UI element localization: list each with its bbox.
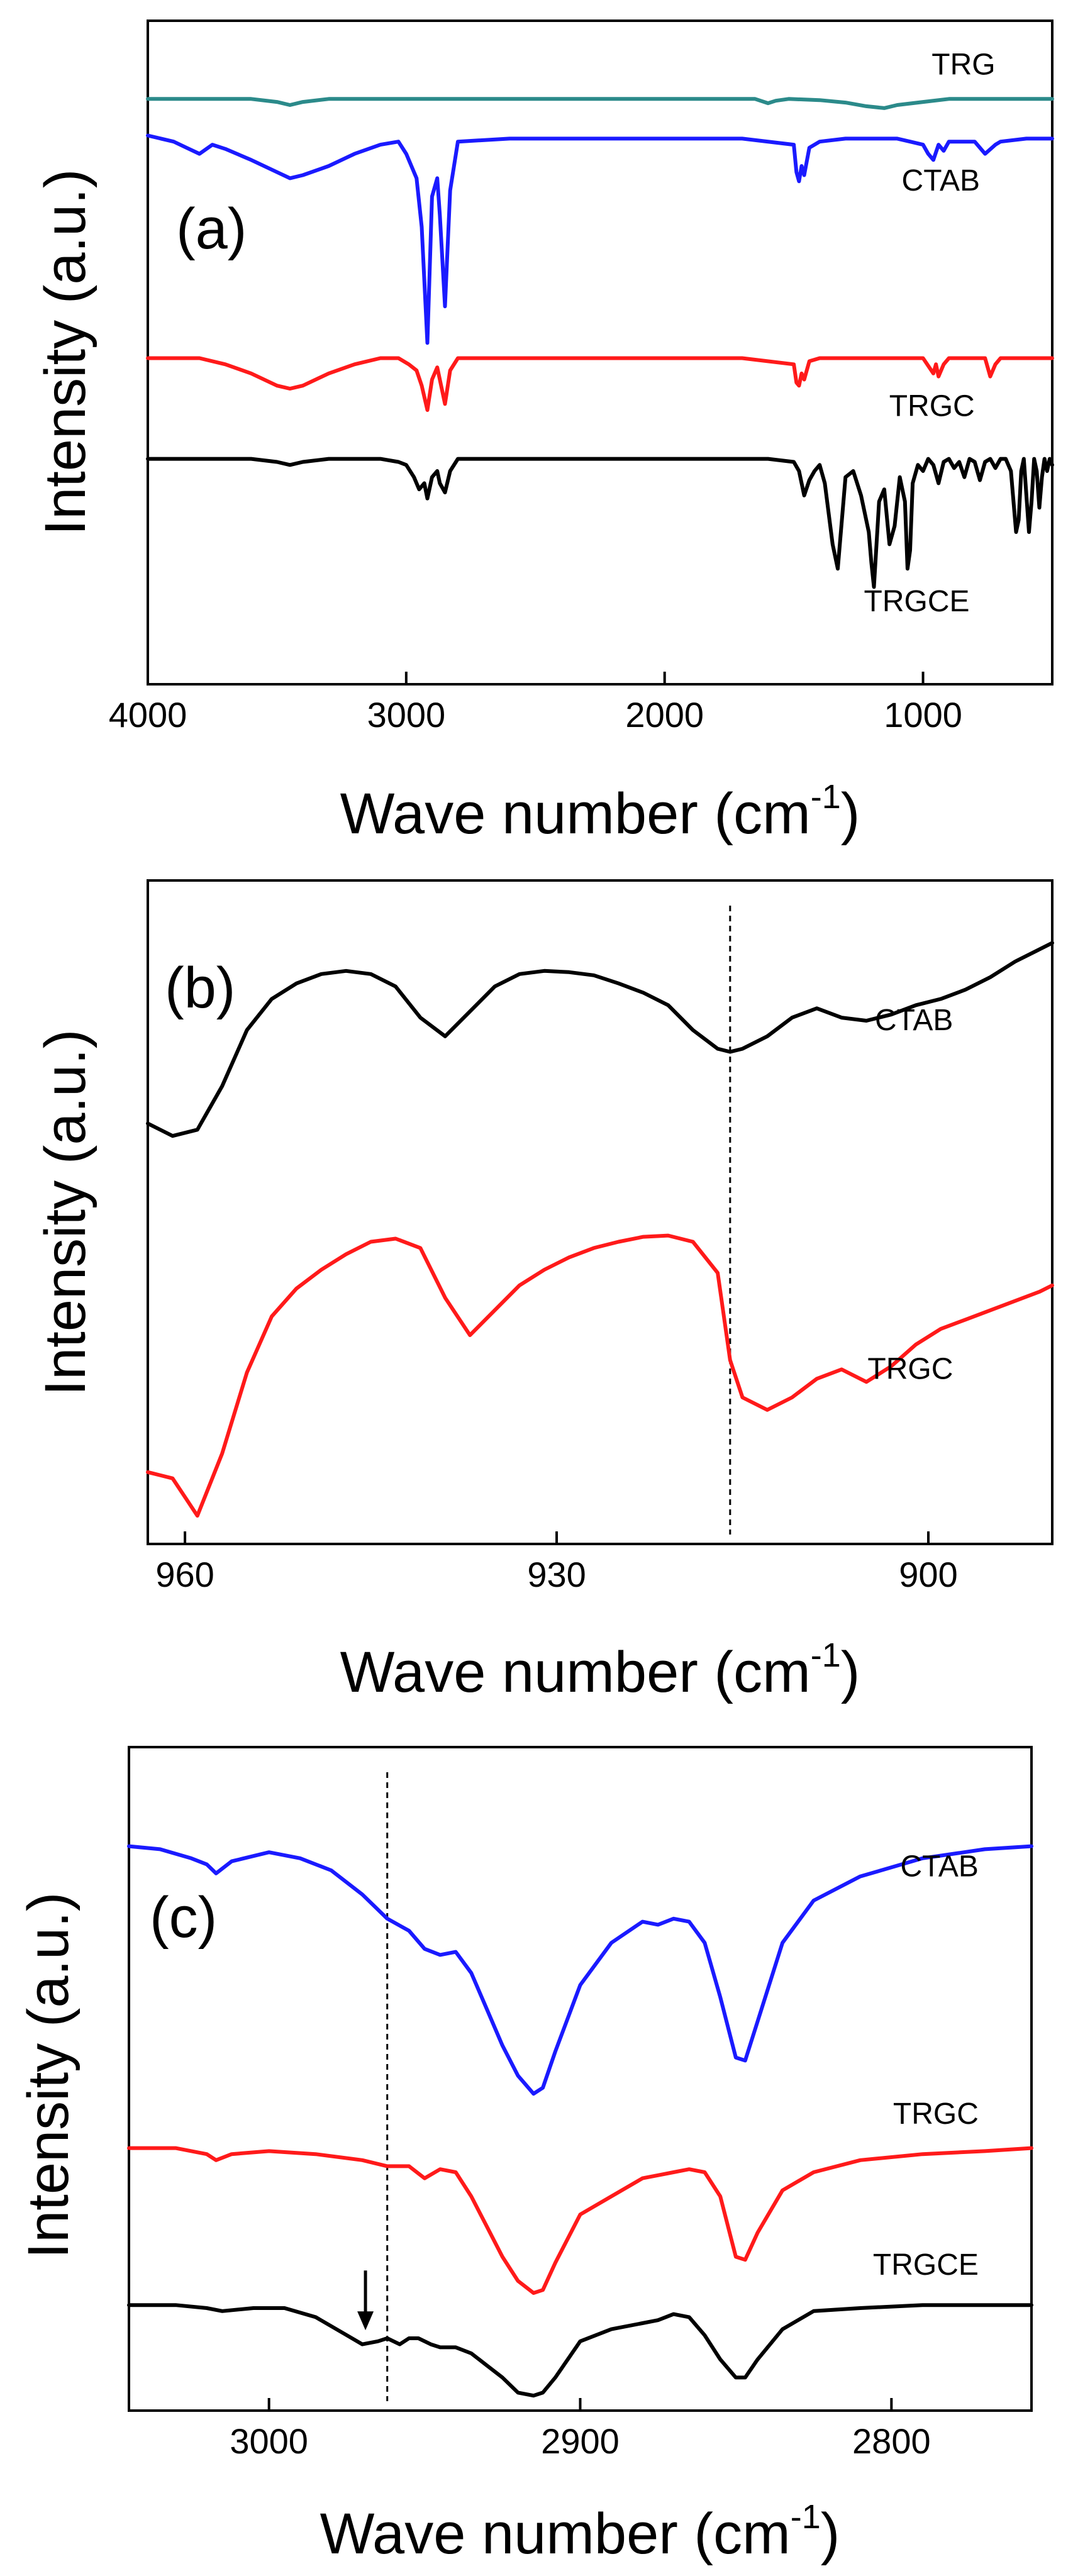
- panel-a-label: (a): [176, 197, 247, 261]
- panel-b: 960 930 900 (b) CTAB TRGC Intensity (a.u.)…: [33, 879, 1054, 1704]
- panel-c-curves: [127, 1844, 1033, 2398]
- panel-a-annotation-1: CTAB: [902, 164, 980, 197]
- panel-b-ylabel: Intensity (a.u.): [33, 1030, 97, 1396]
- panel-b-series-1-line: [146, 1233, 1054, 1518]
- panel-a-xlabel-end: ): [841, 782, 860, 846]
- panel-a-xtick-label-0: 4000: [109, 695, 187, 735]
- panel-b-series-0-line: [146, 941, 1054, 1138]
- panel-c-label: (c): [150, 1885, 217, 1950]
- panel-c-xlabel-sup: -1: [791, 2498, 821, 2536]
- panel-c-arrow-head: [357, 2311, 374, 2331]
- panel-a-series-1-line: [146, 133, 1054, 345]
- panel-c-ylabel: Intensity (a.u.): [16, 1892, 81, 2259]
- panel-a-series-3-line: [146, 457, 1054, 589]
- panel-b-annotation-1: TRGC: [867, 1352, 953, 1385]
- panel-c-series-2-line: [127, 2303, 1033, 2398]
- panel-c-annotation-2: TRGCE: [873, 2248, 979, 2282]
- panel-c-xlabel-end: ): [821, 2502, 840, 2566]
- panel-c-xtick-label-2: 2800: [852, 2421, 931, 2461]
- panel-a-ticks: 4000 3000 2000 1000: [109, 672, 962, 735]
- panel-a: 4000 3000 2000 1000 (a) TRG CTAB TRGC TRGCE…: [33, 19, 1054, 846]
- panel-a-xtick-label-1: 3000: [367, 695, 446, 735]
- panel-b-xtick-label-1: 930: [527, 1555, 586, 1594]
- panel-c-annotation-0: CTAB: [900, 1850, 978, 1884]
- panel-c-xtick-label-1: 2900: [541, 2421, 620, 2461]
- panel-a-xtick-label-2: 2000: [625, 695, 704, 735]
- panel-c-arrow: [357, 2270, 374, 2331]
- panel-a-annotation-3: TRGCE: [864, 585, 970, 618]
- panel-c-series-1-line: [127, 2146, 1033, 2295]
- panel-b-frame: [147, 879, 1054, 1545]
- panel-b-xlabel-sup: -1: [811, 1636, 841, 1674]
- panel-b-xlabel-main: Wave number (cm: [340, 1640, 811, 1704]
- panel-a-xlabel-main: Wave number (cm: [340, 782, 811, 846]
- panel-b-annotation-0: CTAB: [875, 1004, 953, 1037]
- panel-c-annotation-1: TRGC: [893, 2097, 979, 2131]
- panel-b-ticks: 960 930 900: [155, 1531, 958, 1594]
- panel-c: 3000 2900 2800 (c) CTAB TRGC TRGCE Intensi…: [16, 1746, 1033, 2566]
- panel-a-xlabel-sup: -1: [811, 778, 841, 816]
- panel-c-xlabel: Wave number (cm-1): [320, 2498, 840, 2566]
- panel-b-xtick-label-2: 900: [899, 1555, 957, 1594]
- panel-a-series-0-line: [146, 97, 1054, 110]
- panel-b-label: (b): [165, 956, 235, 1020]
- panel-a-ylabel: Intensity (a.u.): [33, 169, 97, 536]
- panel-c-xlabel-main: Wave number (cm: [320, 2502, 791, 2566]
- panel-c-ticks: 3000 2900 2800: [230, 2398, 931, 2461]
- panel-b-xlabel: Wave number (cm-1): [340, 1636, 860, 1704]
- panel-a-annotation-2: TRGC: [889, 390, 975, 423]
- panel-b-curves: [146, 941, 1054, 1518]
- panel-a-series-2-line: [146, 356, 1054, 412]
- panel-c-series-0-line: [127, 1844, 1033, 2096]
- panel-a-frame: [147, 19, 1054, 686]
- panel-c-xtick-label-0: 3000: [230, 2421, 308, 2461]
- panel-b-xtick-label-0: 960: [155, 1555, 214, 1594]
- panel-a-curves: [146, 97, 1054, 589]
- panel-c-frame: [128, 1746, 1033, 2412]
- panel-a-xlabel: Wave number (cm-1): [340, 778, 860, 846]
- panel-a-annotation-0: TRG: [931, 48, 995, 82]
- panel-b-xlabel-end: ): [841, 1640, 860, 1704]
- panel-a-xtick-label-3: 1000: [884, 695, 962, 735]
